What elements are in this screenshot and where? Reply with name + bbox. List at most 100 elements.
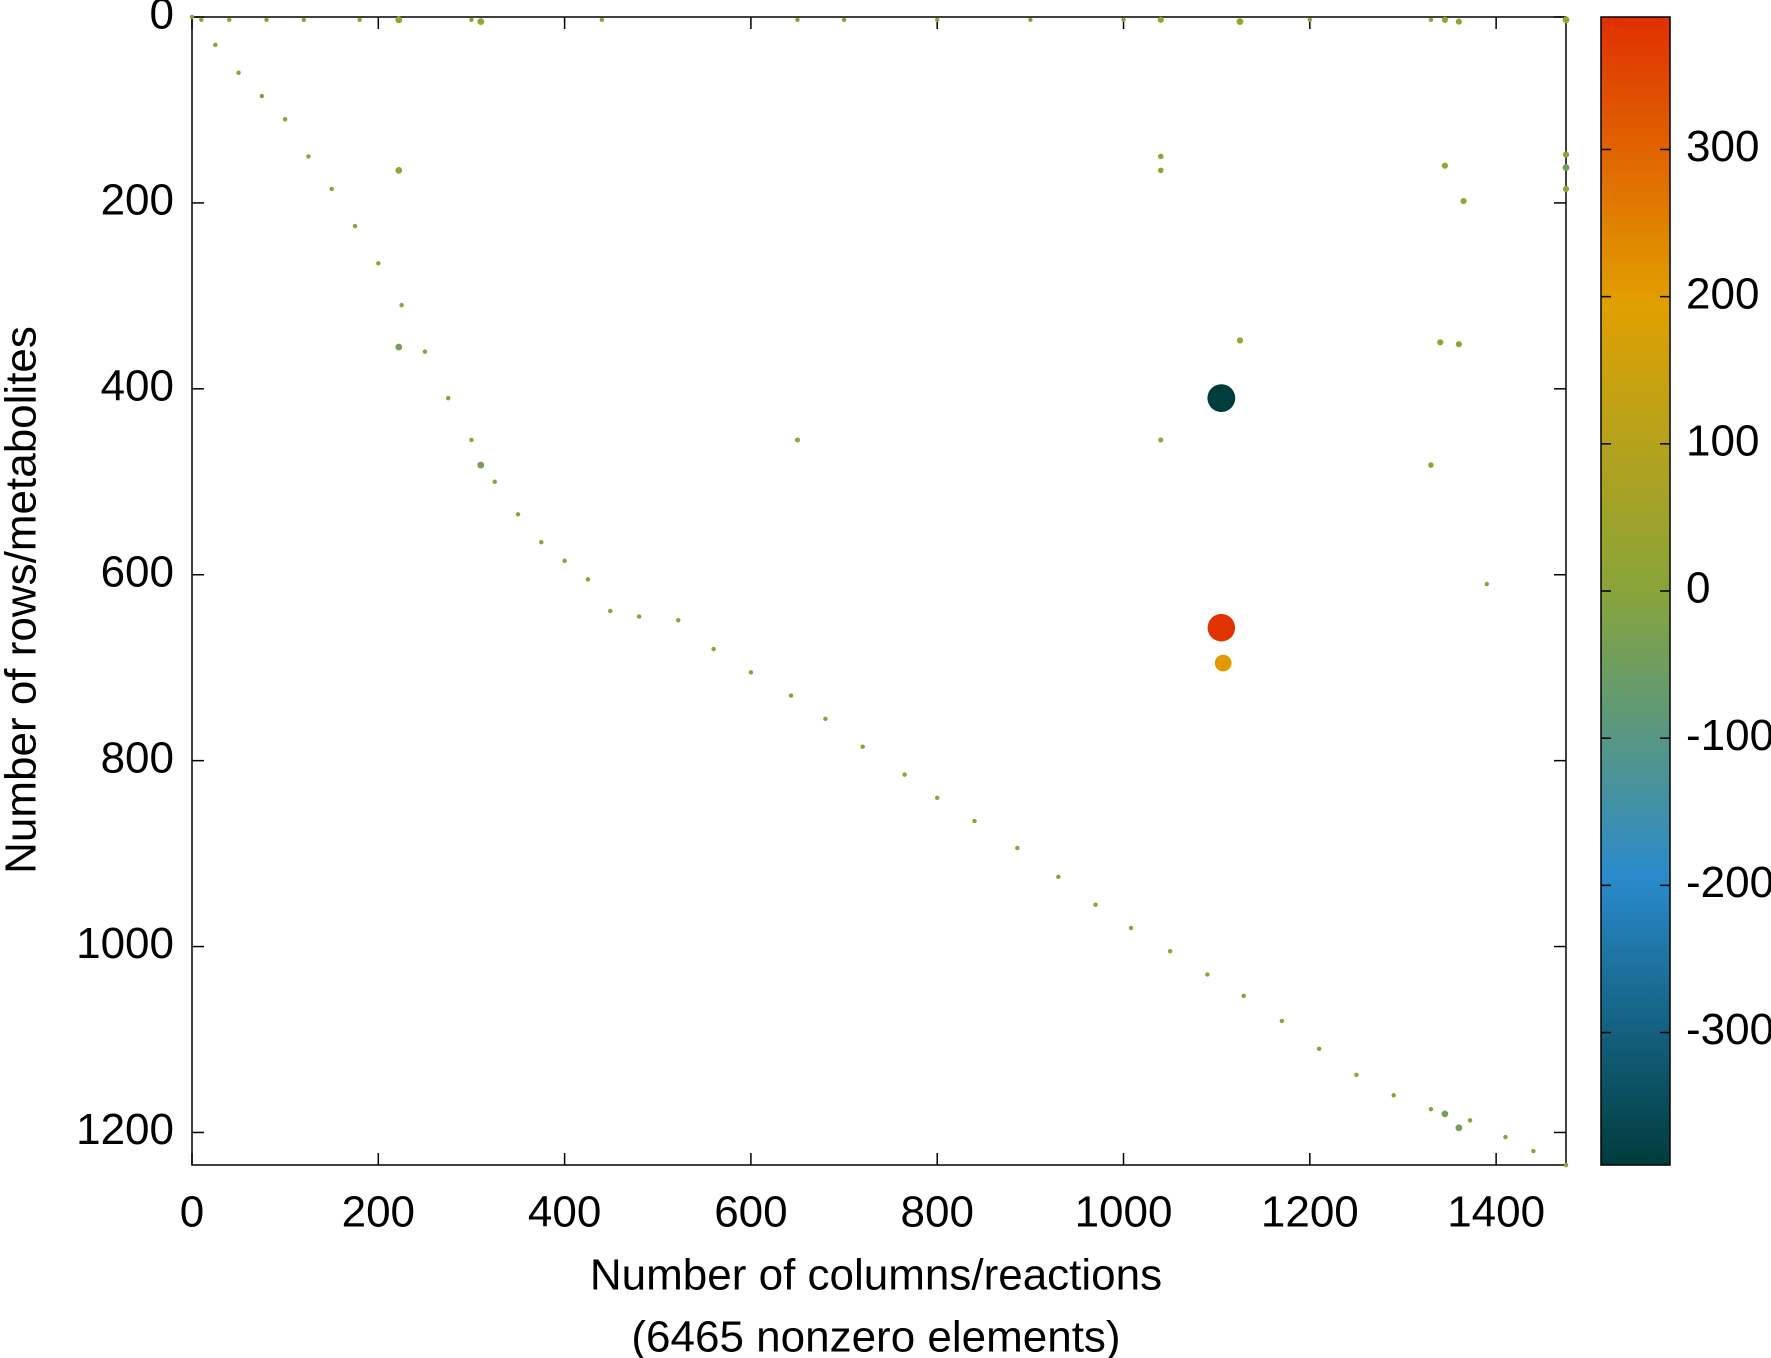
nonzero-element	[1441, 16, 1449, 23]
y-tick-label: 800	[101, 733, 174, 782]
nonzero-element	[1207, 384, 1236, 413]
x-axis-label: (6465 nonzero elements)	[631, 1313, 1120, 1358]
nonzero-element	[1236, 337, 1244, 344]
nonzero-element	[1562, 151, 1570, 158]
nonzero-element	[1157, 167, 1164, 174]
nonzero-element	[515, 512, 521, 517]
x-tick-label: 1400	[1447, 1188, 1545, 1237]
colorbar-tick-label: -300	[1686, 1005, 1771, 1054]
nonzero-element	[1562, 16, 1570, 24]
nonzero-element	[1531, 1148, 1536, 1154]
nonzero-element	[860, 744, 865, 749]
nonzero-element	[794, 437, 800, 443]
colorbar-tick-label: -200	[1686, 858, 1771, 907]
nonzero-element	[1428, 1106, 1434, 1112]
nonzero-element	[1484, 581, 1490, 587]
x-tick-label: 1200	[1261, 1188, 1359, 1237]
nonzero-element	[972, 818, 977, 824]
nonzero-element	[934, 795, 940, 801]
nonzero-element	[1562, 185, 1570, 193]
nonzero-element	[492, 479, 497, 485]
nonzero-element	[934, 17, 940, 23]
nonzero-element	[585, 577, 591, 582]
nonzero-element	[1279, 1018, 1285, 1024]
nonzero-element	[282, 117, 288, 122]
nonzero-element	[395, 16, 403, 24]
nonzero-element	[236, 70, 241, 76]
colorbar-tick-label: 100	[1686, 416, 1759, 465]
y-tick-label: 200	[101, 176, 174, 225]
nonzero-element	[1455, 1124, 1463, 1132]
colorbar	[1600, 16, 1671, 1166]
nonzero-element	[676, 618, 681, 623]
nonzero-element	[1428, 17, 1434, 23]
nonzero-element	[1157, 16, 1164, 23]
nonzero-element	[422, 349, 428, 354]
nonzero-element	[199, 17, 204, 23]
nonzero-element	[1128, 925, 1134, 931]
nonzero-element	[352, 223, 358, 229]
nonzero-element	[1455, 341, 1462, 348]
nonzero-element	[1307, 17, 1313, 23]
nonzero-element	[357, 17, 362, 23]
nonzero-element	[1460, 197, 1467, 205]
nonzero-element	[1563, 1162, 1569, 1168]
nonzero-element	[1354, 1072, 1359, 1078]
nonzero-element	[1167, 948, 1173, 954]
nonzero-element	[1028, 17, 1033, 23]
nonzero-element	[395, 166, 403, 174]
nonzero-element	[1093, 902, 1098, 907]
nonzero-element	[329, 186, 334, 192]
nonzero-element	[748, 670, 754, 675]
nonzero-element	[259, 93, 265, 99]
nonzero-element	[1214, 654, 1232, 672]
nonzero-element	[469, 437, 474, 443]
y-tick-label: 400	[101, 361, 174, 410]
nonzero-element	[841, 17, 847, 23]
nonzero-element	[823, 716, 828, 722]
nonzero-element	[445, 395, 451, 401]
nonzero-element	[1441, 1110, 1449, 1118]
nonzero-element	[376, 261, 381, 266]
nonzero-element	[1241, 993, 1246, 999]
y-tick-label: 1000	[76, 919, 174, 968]
nonzero-element	[1207, 613, 1236, 642]
x-tick-label: 600	[714, 1188, 787, 1237]
x-tick-label: 200	[342, 1188, 415, 1237]
nonzero-element	[1437, 339, 1444, 346]
nonzero-element	[711, 646, 716, 652]
nonzero-element	[477, 18, 485, 26]
nonzero-element	[1015, 845, 1020, 851]
nonzero-element	[1441, 162, 1449, 169]
nonzero-element	[788, 693, 794, 698]
nonzero-element	[395, 343, 403, 351]
nonzero-element	[1562, 164, 1570, 171]
nonzero-element	[608, 608, 613, 614]
nonzero-element	[1428, 462, 1434, 468]
y-tick-label: 0	[150, 0, 174, 39]
nonzero-element	[264, 17, 269, 23]
nonzero-element	[1236, 18, 1244, 26]
nonzero-element	[539, 539, 544, 545]
nonzero-element	[1503, 1134, 1508, 1140]
nonzero-element	[477, 461, 485, 469]
nonzero-element	[902, 772, 907, 777]
nonzero-element	[1205, 972, 1210, 977]
nonzero-element	[795, 17, 800, 23]
nonzero-element	[562, 558, 567, 564]
colorbar-tick-label: 0	[1686, 564, 1710, 613]
nonzero-element	[213, 42, 218, 48]
nonzero-element	[189, 14, 195, 20]
colorbar-tick-label: -100	[1686, 711, 1771, 760]
nonzero-element	[301, 17, 307, 23]
nonzero-element	[1158, 437, 1164, 443]
y-tick-label: 1200	[76, 1105, 174, 1154]
y-tick-label: 600	[101, 547, 174, 596]
x-tick-label: 1000	[1075, 1188, 1173, 1237]
nonzero-element	[1316, 1046, 1322, 1052]
y-axis-label: Number of rows/metabolites	[0, 326, 46, 874]
nonzero-element	[599, 17, 605, 23]
x-tick-label: 0	[180, 1188, 204, 1237]
